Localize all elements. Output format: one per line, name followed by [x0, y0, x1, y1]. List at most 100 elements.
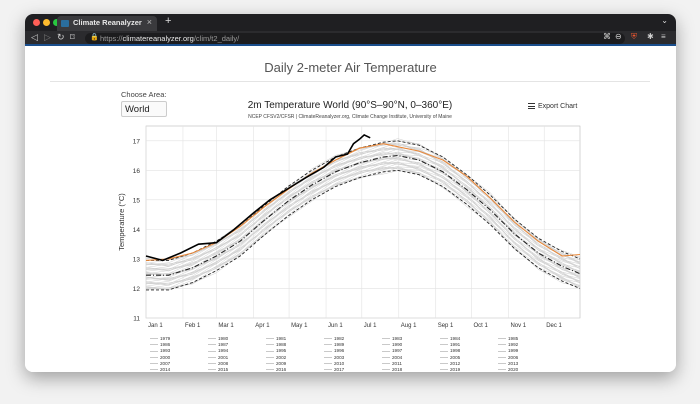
legend-item[interactable]: 1988	[266, 342, 286, 347]
back-icon[interactable]: ◁	[31, 32, 38, 42]
legend-swatch	[150, 356, 158, 358]
lock-icon: 🔒	[90, 34, 99, 41]
minimize-window-button[interactable]	[43, 19, 50, 26]
legend-item[interactable]: 1997	[382, 348, 402, 353]
legend-swatch	[440, 369, 448, 371]
legend-item[interactable]: 2014	[150, 367, 170, 372]
x-tick-label: Sep 1	[438, 323, 454, 329]
menu-icon[interactable]: ≡	[661, 32, 666, 41]
legend-label: 2017	[334, 367, 345, 372]
legend-label: 1996	[334, 348, 345, 354]
legend-item[interactable]: 2010	[324, 361, 344, 366]
browser-toolbar: ◁ ▷ ↻ ⌑ 🔒 https://climatereanalyzer.org/…	[25, 31, 676, 46]
historical-year-line	[145, 167, 581, 289]
legend-item[interactable]: 2012	[440, 361, 460, 366]
y-tick-label: 14	[133, 227, 141, 234]
tab-menu-chevron-icon[interactable]: ⌄	[661, 16, 668, 25]
bookmark-icon[interactable]: ⌑	[70, 32, 75, 42]
legend-label: 2001	[218, 354, 229, 360]
shield-icon[interactable]: ⛨	[631, 32, 637, 41]
legend-label: 1985	[508, 336, 519, 341]
legend-item[interactable]: 2018	[382, 367, 402, 372]
legend-item[interactable]: 1981	[266, 336, 286, 341]
legend-swatch	[266, 363, 274, 365]
legend-item[interactable]: 2009	[266, 361, 286, 366]
legend-item[interactable]: 2000	[150, 355, 170, 360]
legend-item[interactable]: 1996	[324, 348, 344, 353]
legend-item[interactable]: 2017	[324, 367, 344, 372]
legend-item[interactable]: 1994	[208, 348, 228, 353]
legend-item[interactable]: 2002	[266, 355, 286, 360]
qr-code-icon[interactable]: ⌘	[603, 32, 611, 41]
close-window-button[interactable]	[33, 19, 40, 26]
legend-item[interactable]: 1989	[324, 342, 344, 347]
historical-year-line	[145, 159, 581, 280]
x-tick-label: Dec 1	[546, 323, 562, 329]
forward-icon[interactable]: ▷	[44, 32, 51, 42]
legend-item[interactable]: 2001	[208, 355, 228, 360]
legend-label: 2000	[160, 354, 171, 360]
legend-item[interactable]: 1992	[498, 342, 518, 347]
legend-item[interactable]: 2020	[498, 367, 518, 372]
page-content: Daily 2-meter Air Temperature Choose Are…	[25, 48, 676, 372]
legend-label: 1981	[276, 336, 287, 341]
legend-item[interactable]: 1991	[440, 342, 460, 347]
legend-item[interactable]: 1979	[150, 336, 170, 341]
chart-subtitle: NCEP CFSV2/CFSR | ClimateReanalyzer.org,…	[248, 114, 452, 120]
legend-item[interactable]: 2015	[208, 367, 228, 372]
legend-item[interactable]: 1999	[498, 348, 518, 353]
legend-item[interactable]: 2006	[498, 355, 518, 360]
legend-item[interactable]: 2003	[324, 355, 344, 360]
series-line-1979-2000-mean	[146, 154, 581, 276]
legend-label: 2003	[334, 354, 345, 360]
tab-climate-reanalyzer[interactable]: Climate Reanalyzer ×	[57, 16, 157, 31]
legend-label: 1989	[334, 342, 345, 348]
legend-item[interactable]: 2016	[266, 367, 286, 372]
legend-label: 1988	[276, 342, 287, 348]
legend-item[interactable]: 1984	[440, 336, 460, 341]
legend-swatch	[208, 350, 216, 352]
legend-item[interactable]: 1990	[382, 342, 402, 347]
legend-label: 1993	[160, 348, 171, 354]
legend-item[interactable]: 1980	[208, 336, 228, 341]
legend-item[interactable]: 2019	[440, 367, 460, 372]
legend-item[interactable]: 1983	[382, 336, 402, 341]
legend-label: 2018	[392, 367, 403, 372]
legend-item[interactable]: 2011	[382, 361, 402, 366]
zoom-icon[interactable]: ⊖	[615, 32, 622, 41]
close-tab-icon[interactable]: ×	[146, 17, 152, 27]
legend-swatch	[498, 338, 506, 340]
new-tab-button[interactable]: +	[165, 15, 172, 27]
legend-item[interactable]: 1998	[440, 348, 460, 353]
legend-item[interactable]: 2007	[150, 361, 170, 366]
extensions-icon[interactable]: ✱	[647, 32, 654, 41]
export-chart-button[interactable]: Export Chart	[528, 102, 577, 110]
historical-year-line	[145, 157, 581, 281]
legend-item[interactable]: 1985	[498, 336, 518, 341]
legend-label: 1991	[450, 342, 461, 348]
legend-swatch	[150, 350, 158, 352]
address-bar[interactable]: 🔒 https://climatereanalyzer.org/clim/t2_…	[85, 33, 625, 44]
legend-item[interactable]: 1987	[208, 342, 228, 347]
y-tick-label: 15	[133, 197, 141, 204]
legend-swatch	[498, 356, 506, 358]
legend-swatch	[440, 363, 448, 365]
area-select[interactable]: World	[121, 101, 167, 117]
legend-label: 2008	[218, 360, 229, 366]
legend-swatch	[150, 363, 158, 365]
historical-year-line	[145, 140, 581, 261]
legend-item[interactable]: 2005	[440, 355, 460, 360]
legend-item[interactable]: 1982	[324, 336, 344, 341]
x-tick-label: Apr 1	[255, 323, 270, 329]
legend-item[interactable]: 1993	[150, 348, 170, 353]
legend-item[interactable]: 1995	[266, 348, 286, 353]
legend-item[interactable]: 1986	[150, 342, 170, 347]
legend-item[interactable]: 2008	[208, 361, 228, 366]
legend-label: 2016	[276, 367, 287, 372]
legend-label: 1999	[508, 348, 519, 354]
maximize-window-button[interactable]	[53, 19, 60, 26]
reload-icon[interactable]: ↻	[57, 32, 65, 42]
legend-item[interactable]: 2013	[498, 361, 518, 366]
legend-item[interactable]: 2004	[382, 355, 402, 360]
